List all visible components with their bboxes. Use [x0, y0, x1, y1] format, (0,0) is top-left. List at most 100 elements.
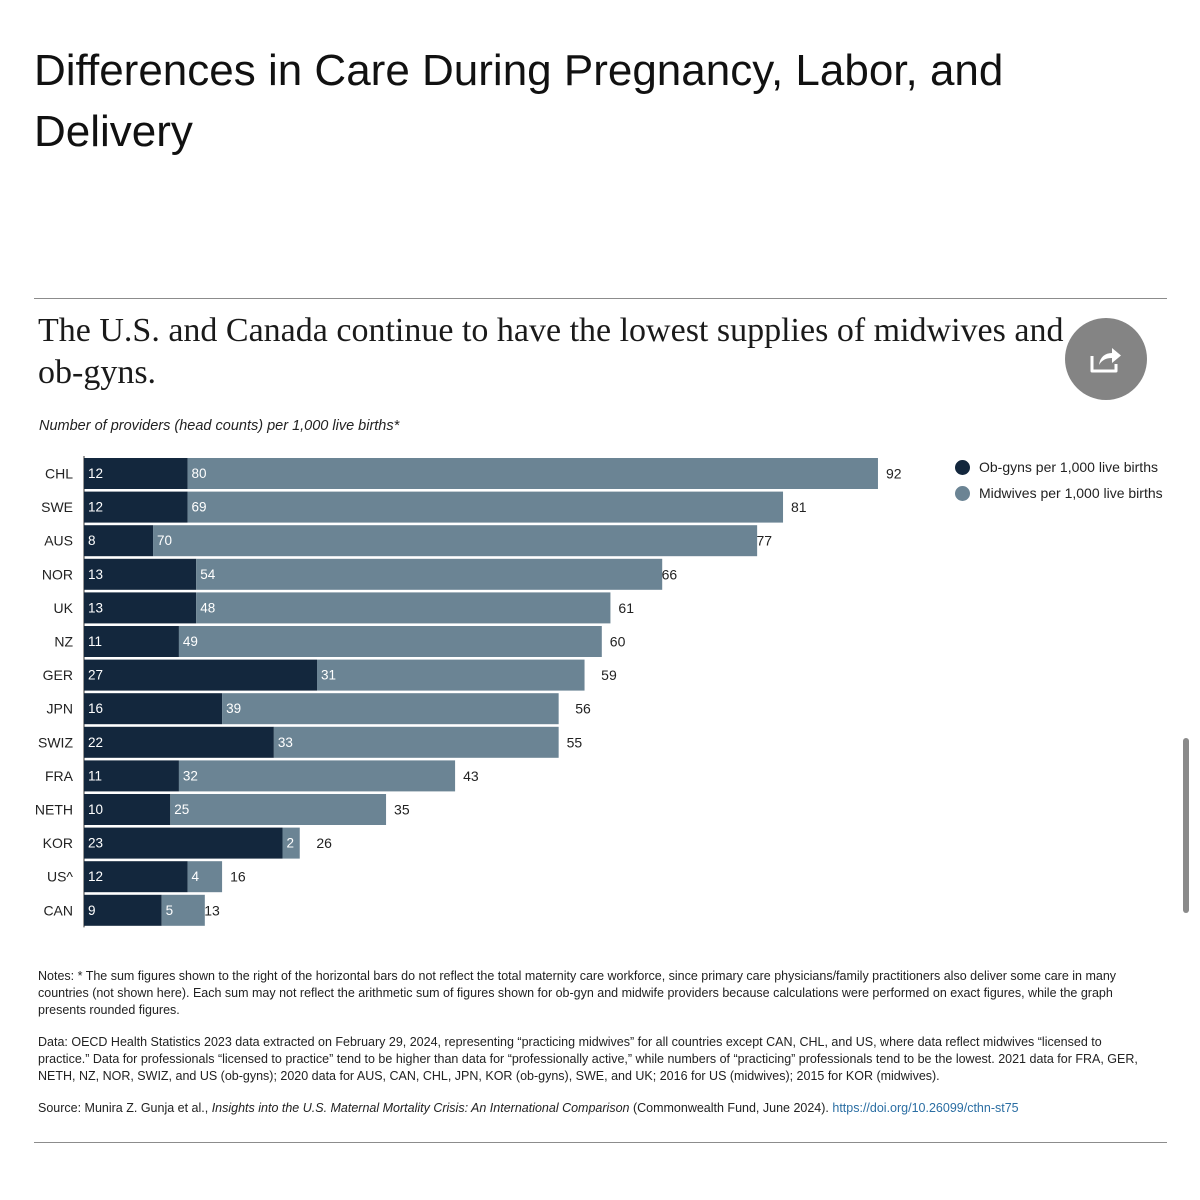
data-label-midwives: 31 [321, 668, 336, 683]
total-label: 81 [791, 499, 807, 515]
total-label: 61 [618, 600, 634, 616]
legend-swatch-obgyns [955, 459, 970, 475]
bar-midwives [161, 894, 205, 926]
total-label: 16 [230, 869, 246, 885]
bar-midwives [170, 794, 387, 825]
bottom-divider [34, 1142, 1167, 1143]
bar-midwives [196, 592, 611, 624]
bar-midwives [282, 827, 300, 859]
total-label: 92 [886, 466, 902, 482]
scrollbar-thumb[interactable] [1183, 738, 1189, 913]
chart-title: The U.S. and Canada continue to have the… [38, 312, 1064, 391]
bar-midwives [153, 525, 758, 557]
bar-obgyns [84, 558, 197, 590]
bar-obgyns [84, 861, 188, 893]
bar-midwives [178, 760, 456, 792]
total-label: 60 [610, 634, 626, 650]
data-label-obgyns: 12 [88, 466, 103, 481]
category-label: KOR [43, 835, 73, 851]
bar-obgyns [84, 693, 223, 725]
total-label: 26 [316, 835, 332, 851]
source-link[interactable]: https://doi.org/10.26099/cthn-st75 [832, 1101, 1019, 1115]
data-label-midwives: 5 [166, 903, 174, 918]
data-text: Data: OECD Health Statistics 2023 data e… [38, 1035, 1138, 1083]
source-text: Source: Munira Z. Gunja et al., Insights… [38, 1100, 1153, 1117]
data-label-midwives: 33 [278, 735, 293, 750]
bar-midwives [222, 693, 559, 725]
legend-label-midwives: Midwives per 1,000 live births [979, 485, 1163, 501]
bar-obgyns [84, 760, 179, 792]
data-label-obgyns: 9 [88, 903, 96, 918]
data-label-obgyns: 16 [88, 701, 103, 716]
chart-notes: Notes: * The sum figures shown to the ri… [38, 968, 1153, 1132]
data-label-midwives: 49 [183, 634, 198, 649]
data-label-midwives: 4 [192, 869, 200, 884]
bar-obgyns [84, 794, 171, 825]
total-label: 55 [567, 734, 583, 750]
data-label-obgyns: 13 [88, 600, 103, 615]
legend-label-obgyns: Ob-gyns per 1,000 live births [979, 459, 1158, 475]
total-label: 13 [204, 902, 220, 918]
bar-midwives [187, 491, 784, 523]
bar-midwives [187, 458, 878, 489]
bar-midwives [196, 558, 663, 590]
bar-obgyns [84, 525, 154, 557]
legend-item-obgyns: Ob-gyns per 1,000 live births [955, 454, 1163, 480]
bar-obgyns [84, 491, 188, 523]
bar-obgyns [84, 726, 274, 758]
data-label-obgyns: 11 [88, 634, 102, 649]
category-label: US^ [47, 869, 73, 885]
bar-obgyns [84, 894, 162, 926]
chart-legend: Ob-gyns per 1,000 live births Midwives p… [955, 454, 1163, 506]
data-label-obgyns: 22 [88, 735, 103, 750]
data-label-midwives: 39 [226, 701, 241, 716]
category-label: SWIZ [38, 734, 73, 750]
data-label-obgyns: 12 [88, 500, 103, 515]
total-label: 35 [394, 802, 410, 818]
notes-text: Notes: * The sum figures shown to the ri… [38, 969, 1117, 1017]
data-label-obgyns: 11 [88, 768, 102, 783]
bar-obgyns [84, 592, 197, 624]
data-label-midwives: 48 [200, 600, 215, 615]
data-label-midwives: 32 [183, 768, 198, 783]
category-label: GER [43, 667, 73, 683]
bar-obgyns [84, 827, 283, 859]
share-button[interactable] [1065, 318, 1147, 400]
data-label-obgyns: 27 [88, 668, 103, 683]
total-label: 43 [463, 768, 479, 784]
bar-obgyns [84, 626, 179, 657]
data-label-midwives: 80 [192, 466, 207, 481]
bar-obgyns [84, 659, 318, 691]
bar-obgyns [84, 458, 188, 489]
source-title: Insights into the U.S. Maternal Mortalit… [211, 1101, 630, 1115]
category-label: JPN [47, 701, 73, 717]
total-label: 59 [601, 667, 617, 683]
page-heading: Differences in Care During Pregnancy, La… [34, 46, 1004, 156]
data-label-midwives: 54 [200, 567, 216, 582]
category-label: UK [54, 600, 74, 616]
data-label-obgyns: 8 [88, 533, 96, 548]
source-prefix: Source: Munira Z. Gunja et al., [38, 1101, 212, 1115]
total-label: 66 [662, 566, 678, 582]
bar-midwives [187, 861, 223, 893]
chart-subtitle: Number of providers (head counts) per 1,… [39, 418, 400, 434]
category-label: NETH [35, 802, 73, 818]
category-label: CAN [43, 902, 73, 918]
total-label: 77 [757, 533, 773, 549]
data-label-obgyns: 12 [88, 869, 103, 884]
category-label: SWE [41, 499, 73, 515]
legend-item-midwives: Midwives per 1,000 live births [955, 480, 1163, 506]
bar-midwives [273, 726, 559, 758]
data-label-obgyns: 10 [88, 802, 103, 817]
legend-swatch-midwives [955, 485, 970, 501]
category-label: CHL [45, 466, 73, 482]
category-label: AUS [44, 533, 73, 549]
data-label-obgyns: 23 [88, 836, 103, 851]
bar-midwives [317, 659, 585, 691]
top-divider [34, 298, 1167, 299]
data-label-midwives: 25 [174, 802, 189, 817]
share-arrow-icon [1090, 348, 1121, 373]
category-label: FRA [45, 768, 74, 784]
data-label-midwives: 70 [157, 533, 172, 548]
